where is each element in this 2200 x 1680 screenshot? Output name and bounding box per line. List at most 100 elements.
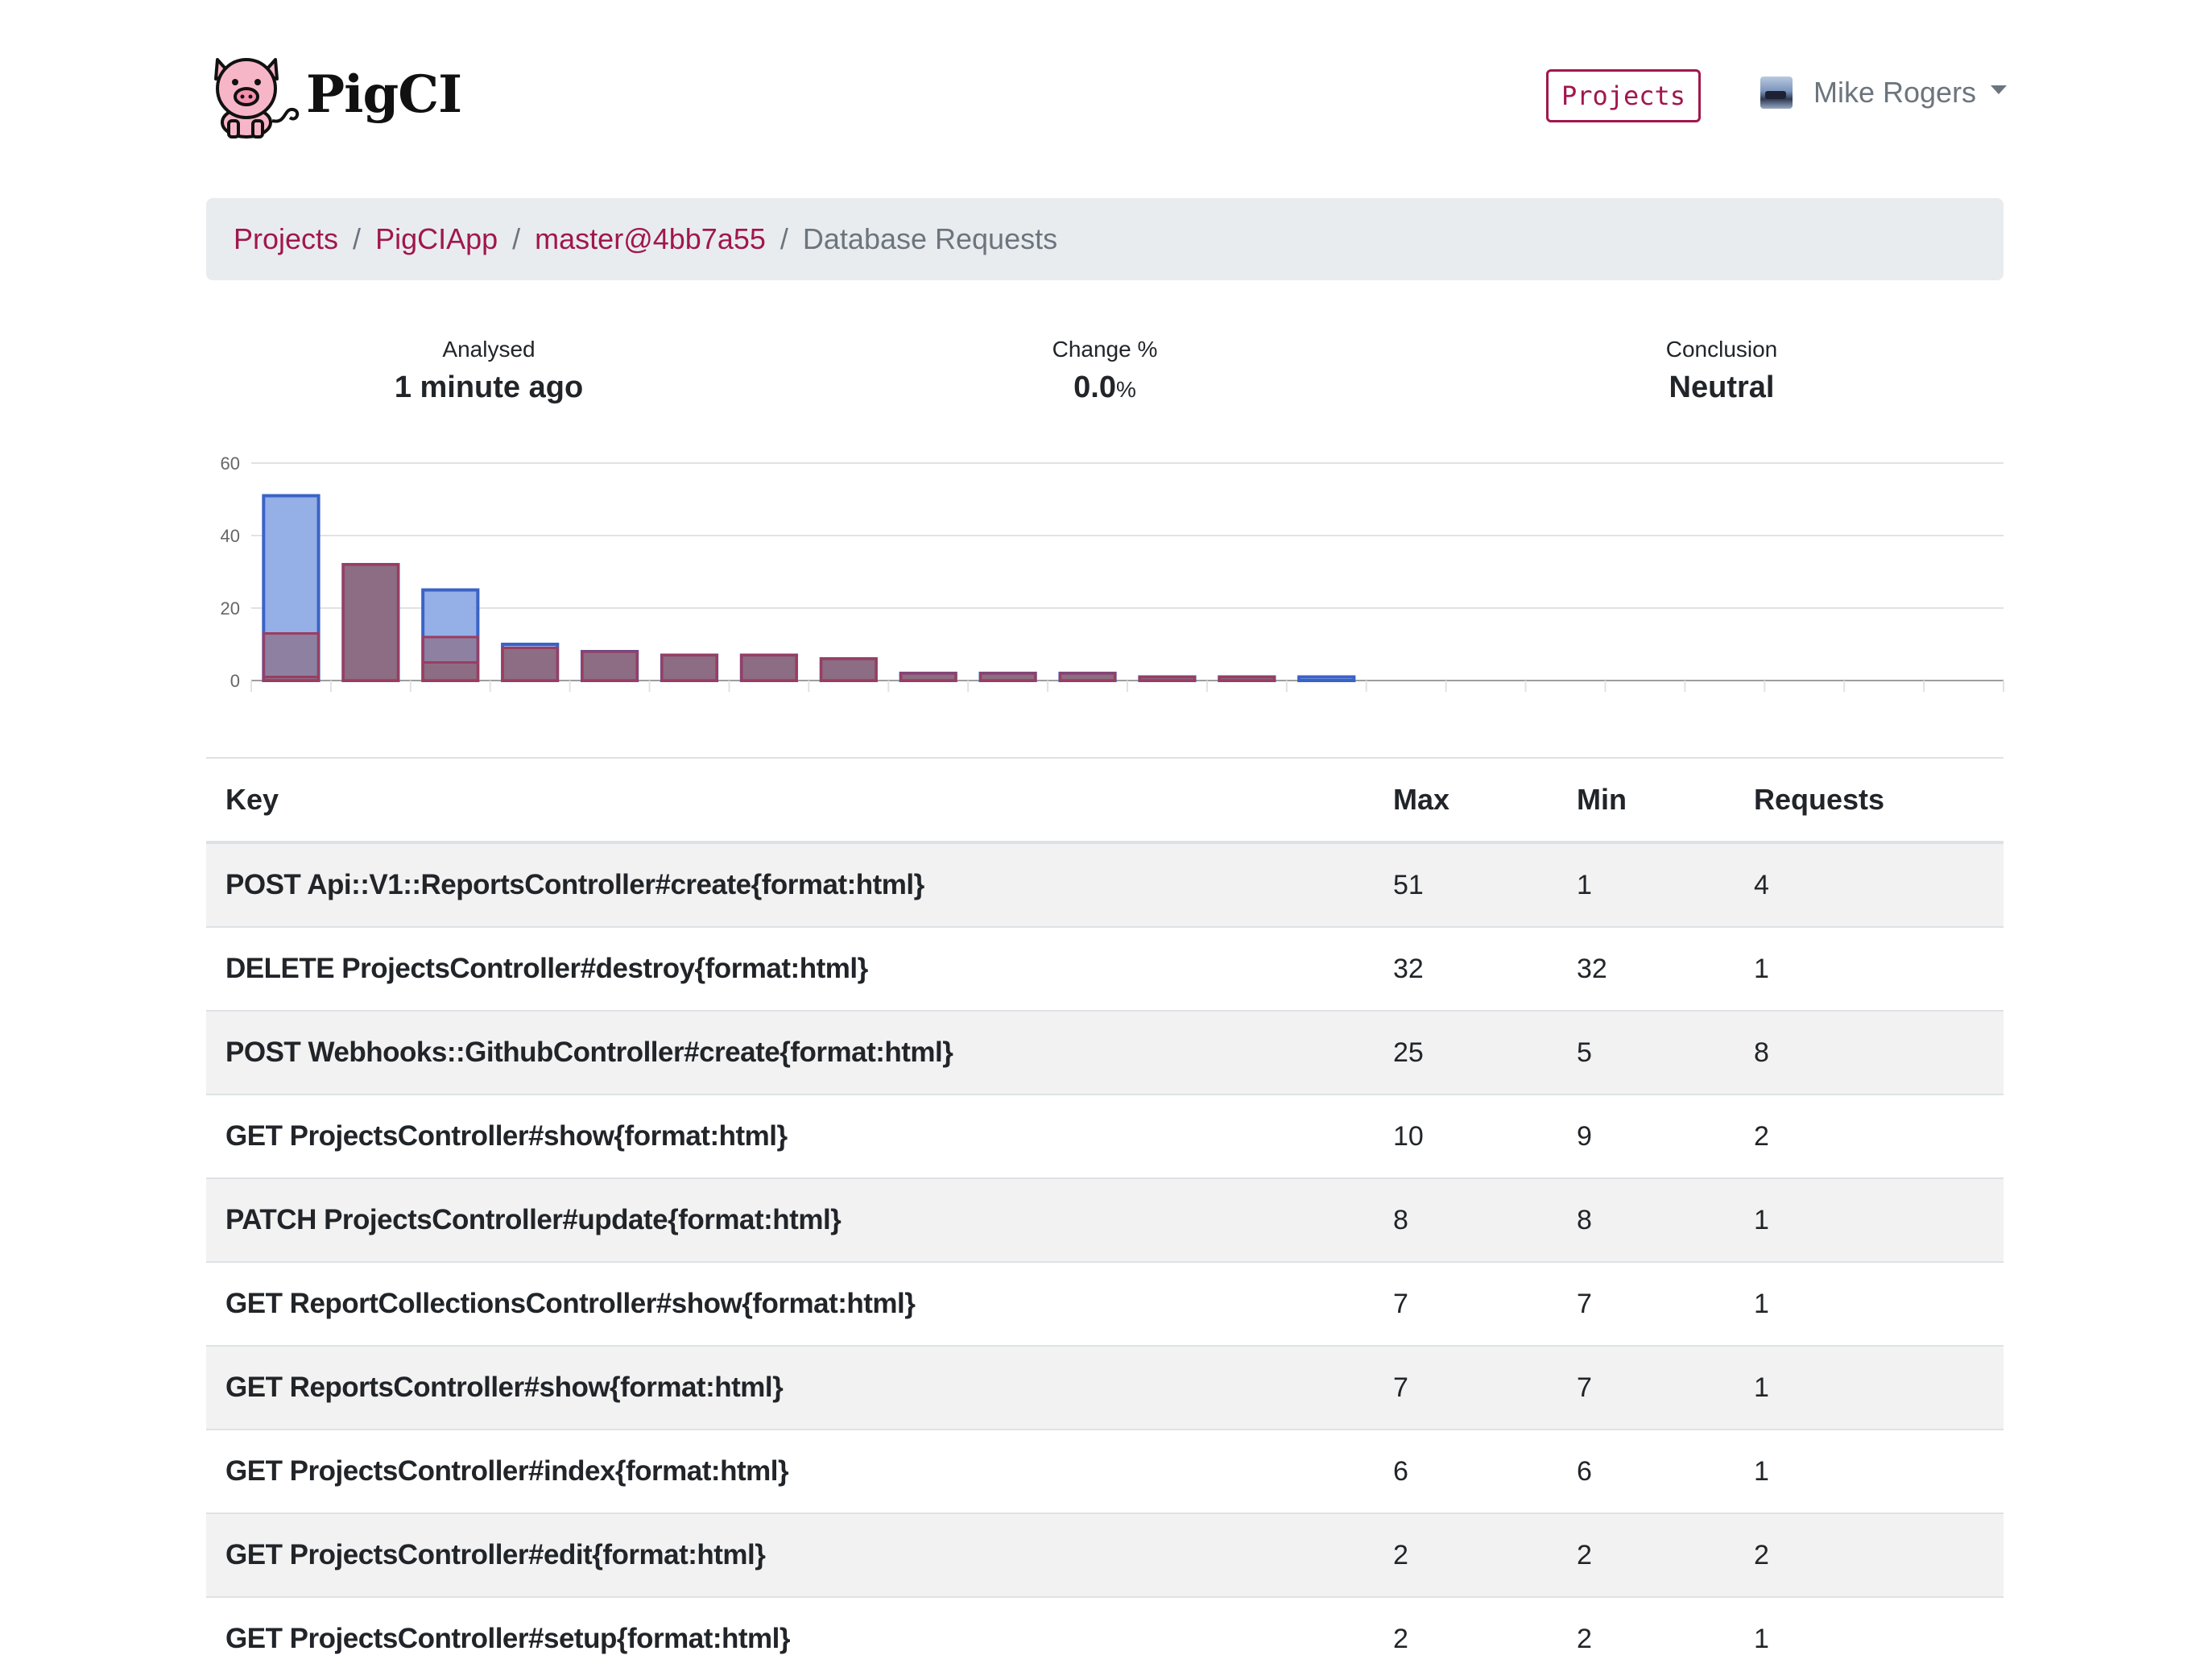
table-row: GET ProjectsController#setup{format:html… bbox=[206, 1596, 2004, 1680]
chart-bar bbox=[1058, 672, 1117, 682]
cell-key: GET ProjectsController#show{format:html} bbox=[225, 1120, 788, 1152]
breadcrumb-project[interactable]: PigCIApp bbox=[375, 222, 498, 255]
cell-min: 1 bbox=[1577, 869, 1592, 900]
cell-max: 32 bbox=[1393, 953, 1424, 984]
cell-requests: 2 bbox=[1754, 1120, 1769, 1152]
stat-label: Change % bbox=[1052, 337, 1158, 362]
chart-bar bbox=[262, 632, 320, 682]
table-row: GET ReportsController#show{format:html} 7… bbox=[206, 1345, 2004, 1429]
y-tick-label: 60 bbox=[221, 453, 240, 474]
cell-min: 5 bbox=[1577, 1037, 1592, 1068]
chart-bar bbox=[501, 647, 559, 682]
cell-min: 8 bbox=[1577, 1204, 1592, 1235]
cell-requests: 4 bbox=[1754, 869, 1769, 900]
cell-min: 2 bbox=[1577, 1623, 1592, 1654]
cell-key: GET ReportCollectionsController#show{for… bbox=[225, 1288, 916, 1319]
table-body: POST Api::V1::ReportsController#create{f… bbox=[206, 842, 2004, 1680]
chart-bar bbox=[1297, 675, 1356, 682]
cell-max: 10 bbox=[1393, 1120, 1424, 1152]
table-row: GET ProjectsController#show{format:html}… bbox=[206, 1094, 2004, 1177]
column-header-max[interactable]: Max bbox=[1393, 783, 1450, 816]
table-row: PATCH ProjectsController#update{format:h… bbox=[206, 1177, 2004, 1261]
user-name: Mike Rogers bbox=[1813, 76, 1977, 109]
stat-analysed: Analysed 1 minute ago bbox=[287, 337, 690, 405]
table-row: GET ReportCollectionsController#show{for… bbox=[206, 1261, 2004, 1345]
cell-min: 32 bbox=[1577, 953, 1607, 984]
cell-max: 6 bbox=[1393, 1455, 1408, 1487]
pig-icon bbox=[214, 58, 300, 139]
chart-bar bbox=[740, 654, 798, 682]
requests-table: Key Max Min Requests POST Api::V1::Repor… bbox=[206, 757, 2004, 1680]
cell-key: POST Api::V1::ReportsController#create{f… bbox=[225, 869, 924, 900]
cell-requests: 1 bbox=[1754, 1288, 1769, 1319]
table-row: DELETE ProjectsController#destroy{format… bbox=[206, 926, 2004, 1010]
stat-conclusion: Conclusion Neutral bbox=[1520, 337, 1923, 405]
chart-bar bbox=[979, 672, 1037, 682]
stat-label: Analysed bbox=[442, 337, 536, 362]
chart-bar bbox=[421, 661, 479, 682]
stat-value: 0.0% bbox=[904, 370, 1306, 405]
stat-label: Conclusion bbox=[1665, 337, 1778, 362]
user-menu[interactable]: Mike Rogers bbox=[1760, 76, 2008, 110]
cell-requests: 1 bbox=[1754, 1455, 1769, 1487]
cell-key: DELETE ProjectsController#destroy{format… bbox=[225, 953, 868, 984]
cell-max: 2 bbox=[1393, 1539, 1408, 1570]
change-unit: % bbox=[1115, 377, 1136, 402]
brand-name: PigCI bbox=[306, 64, 462, 125]
chart-bar bbox=[1138, 676, 1197, 682]
column-header-key[interactable]: Key bbox=[225, 783, 279, 816]
chart-bar bbox=[262, 676, 320, 682]
cell-min: 7 bbox=[1577, 1288, 1592, 1319]
chart-bar bbox=[1218, 676, 1276, 682]
cell-requests: 1 bbox=[1754, 1623, 1769, 1654]
chart-bar bbox=[660, 654, 718, 682]
cell-max: 7 bbox=[1393, 1372, 1408, 1403]
cell-key: GET ProjectsController#edit{format:html} bbox=[225, 1539, 766, 1570]
chart-bar bbox=[581, 650, 639, 682]
cell-requests: 1 bbox=[1754, 953, 1769, 984]
brand-logo[interactable]: PigCI bbox=[206, 50, 462, 139]
table-row: POST Api::V1::ReportsController#create{f… bbox=[206, 842, 2004, 926]
cell-min: 2 bbox=[1577, 1539, 1592, 1570]
cell-key: PATCH ProjectsController#update{format:h… bbox=[225, 1204, 842, 1235]
cell-requests: 2 bbox=[1754, 1539, 1769, 1570]
cell-min: 9 bbox=[1577, 1120, 1592, 1152]
cell-requests: 1 bbox=[1754, 1204, 1769, 1235]
cell-max: 2 bbox=[1393, 1623, 1408, 1654]
y-tick-label: 40 bbox=[221, 526, 240, 546]
cell-requests: 1 bbox=[1754, 1372, 1769, 1403]
breadcrumb: Projects / PigCIApp / master@4bb7a55 / D… bbox=[206, 198, 2004, 280]
cell-key: POST Webhooks::GithubController#create{f… bbox=[225, 1037, 953, 1068]
avatar bbox=[1760, 77, 1793, 109]
cell-key: GET ProjectsController#index{format:html… bbox=[225, 1455, 789, 1487]
chart-bar bbox=[341, 563, 399, 682]
change-value: 0.0 bbox=[1073, 370, 1116, 404]
cell-key: GET ProjectsController#setup{format:html… bbox=[225, 1623, 791, 1654]
table-row: GET ProjectsController#index{format:html… bbox=[206, 1429, 2004, 1512]
cell-min: 6 bbox=[1577, 1455, 1592, 1487]
cell-max: 51 bbox=[1393, 869, 1424, 900]
y-tick-label: 20 bbox=[221, 598, 240, 619]
breadcrumb-projects[interactable]: Projects bbox=[234, 222, 339, 255]
requests-bar-chart: 0 20 40 60 bbox=[221, 453, 2004, 692]
cell-max: 25 bbox=[1393, 1037, 1424, 1068]
breadcrumb-current: Database Requests bbox=[802, 222, 1058, 255]
y-tick-label: 0 bbox=[230, 671, 240, 691]
column-header-requests[interactable]: Requests bbox=[1754, 783, 1885, 816]
chart-bar bbox=[899, 672, 957, 682]
breadcrumb-commit[interactable]: master@4bb7a55 bbox=[535, 222, 766, 255]
table-row: GET ProjectsController#edit{format:html}… bbox=[206, 1512, 2004, 1596]
cell-min: 7 bbox=[1577, 1372, 1592, 1403]
breadcrumb-separator: / bbox=[512, 222, 521, 255]
cell-requests: 8 bbox=[1754, 1037, 1769, 1068]
column-header-min[interactable]: Min bbox=[1577, 783, 1627, 816]
chevron-down-icon bbox=[1991, 85, 2008, 94]
stat-value: 1 minute ago bbox=[394, 370, 584, 404]
stat-value: Neutral bbox=[1669, 370, 1775, 404]
cell-max: 8 bbox=[1393, 1204, 1408, 1235]
table-row: POST Webhooks::GithubController#create{f… bbox=[206, 1010, 2004, 1094]
chart-bar bbox=[820, 657, 878, 682]
projects-button[interactable]: Projects bbox=[1546, 69, 1701, 122]
breadcrumb-separator: / bbox=[353, 222, 362, 255]
cell-max: 7 bbox=[1393, 1288, 1408, 1319]
